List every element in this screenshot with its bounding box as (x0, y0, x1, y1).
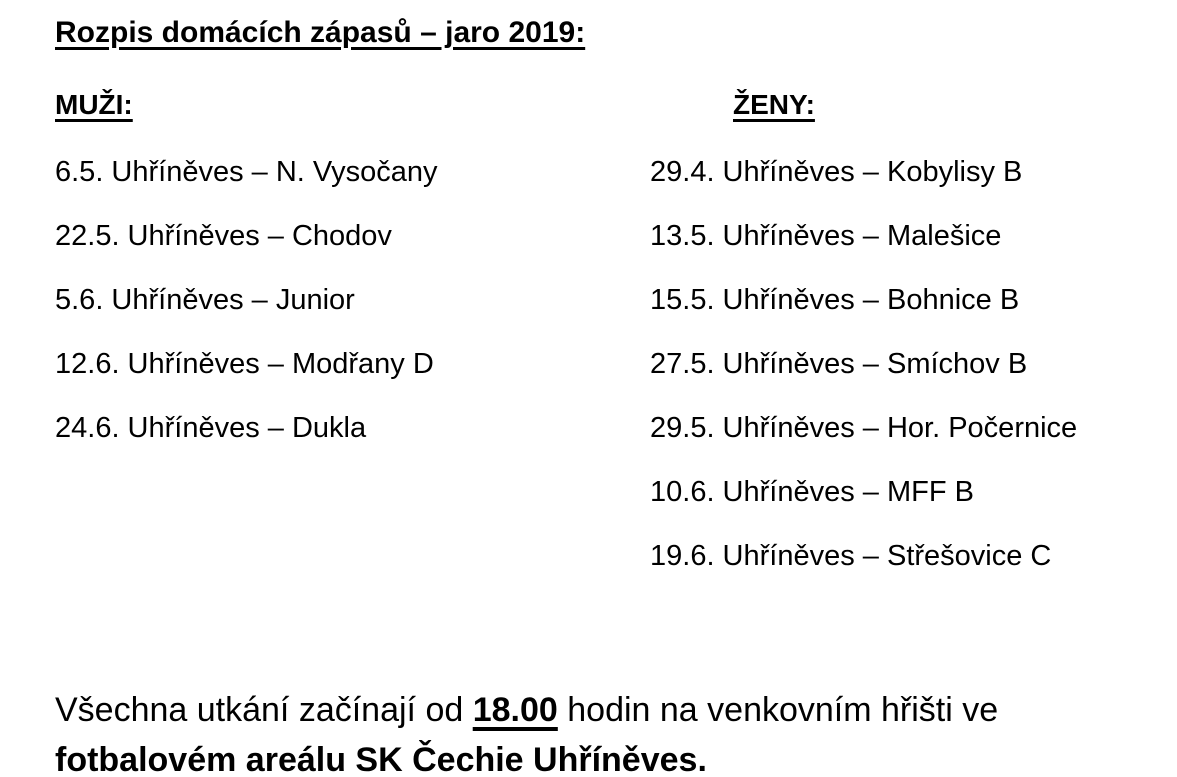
schedule-columns: MUŽI: 6.5. Uhříněves – N. Vysočany 22.5.… (55, 90, 1147, 603)
men-header-label: MUŽI: (55, 89, 133, 120)
men-match-row: 5.6. Uhříněves – Junior (55, 284, 355, 316)
women-column-header: ŽENY: (650, 90, 1147, 120)
men-match-row: 6.5. Uhříněves – N. Vysočany (55, 156, 438, 188)
women-header-label: ŽENY: (733, 89, 815, 120)
footer-text-before-time: Všechna utkání začínají od (55, 691, 473, 729)
page-title: Rozpis domácích zápasů – jaro 2019: (55, 16, 586, 49)
men-match-row: 22.5. Uhříněves – Chodov (55, 220, 392, 252)
women-match-row: 29.5. Uhříněves – Hor. Počernice (650, 412, 1078, 444)
women-match-row: 29.4. Uhříněves – Kobylisy B (650, 156, 1023, 188)
women-match-row: 10.6. Uhříněves – MFF B (650, 476, 974, 508)
footer-note-line1: Všechna utkání začínají od 18.00 hodin n… (55, 688, 1147, 732)
men-match-row: 12.6. Uhříněves – Modřany D (55, 348, 434, 380)
women-match-row: 19.6. Uhříněves – Střešovice C (650, 540, 1052, 572)
footer-note-line2: fotbalovém areálu SK Čechie Uhříněves. (55, 741, 707, 777)
footer-text-after-time: hodin na venkovním hřišti ve (557, 691, 999, 729)
women-match-row: 15.5. Uhříněves – Bohnice B (650, 284, 1020, 316)
men-column-header: MUŽI: (55, 90, 650, 120)
kickoff-time: 18.00 (472, 691, 558, 729)
women-column: ŽENY: 29.4. Uhříněves – Kobylisy B 13.5.… (650, 90, 1147, 603)
men-match-row: 24.6. Uhříněves – Dukla (55, 412, 367, 444)
men-column: MUŽI: 6.5. Uhříněves – N. Vysočany 22.5.… (55, 90, 650, 603)
women-match-row: 13.5. Uhříněves – Malešice (650, 220, 1002, 252)
women-match-row: 27.5. Uhříněves – Smíchov B (650, 348, 1028, 380)
